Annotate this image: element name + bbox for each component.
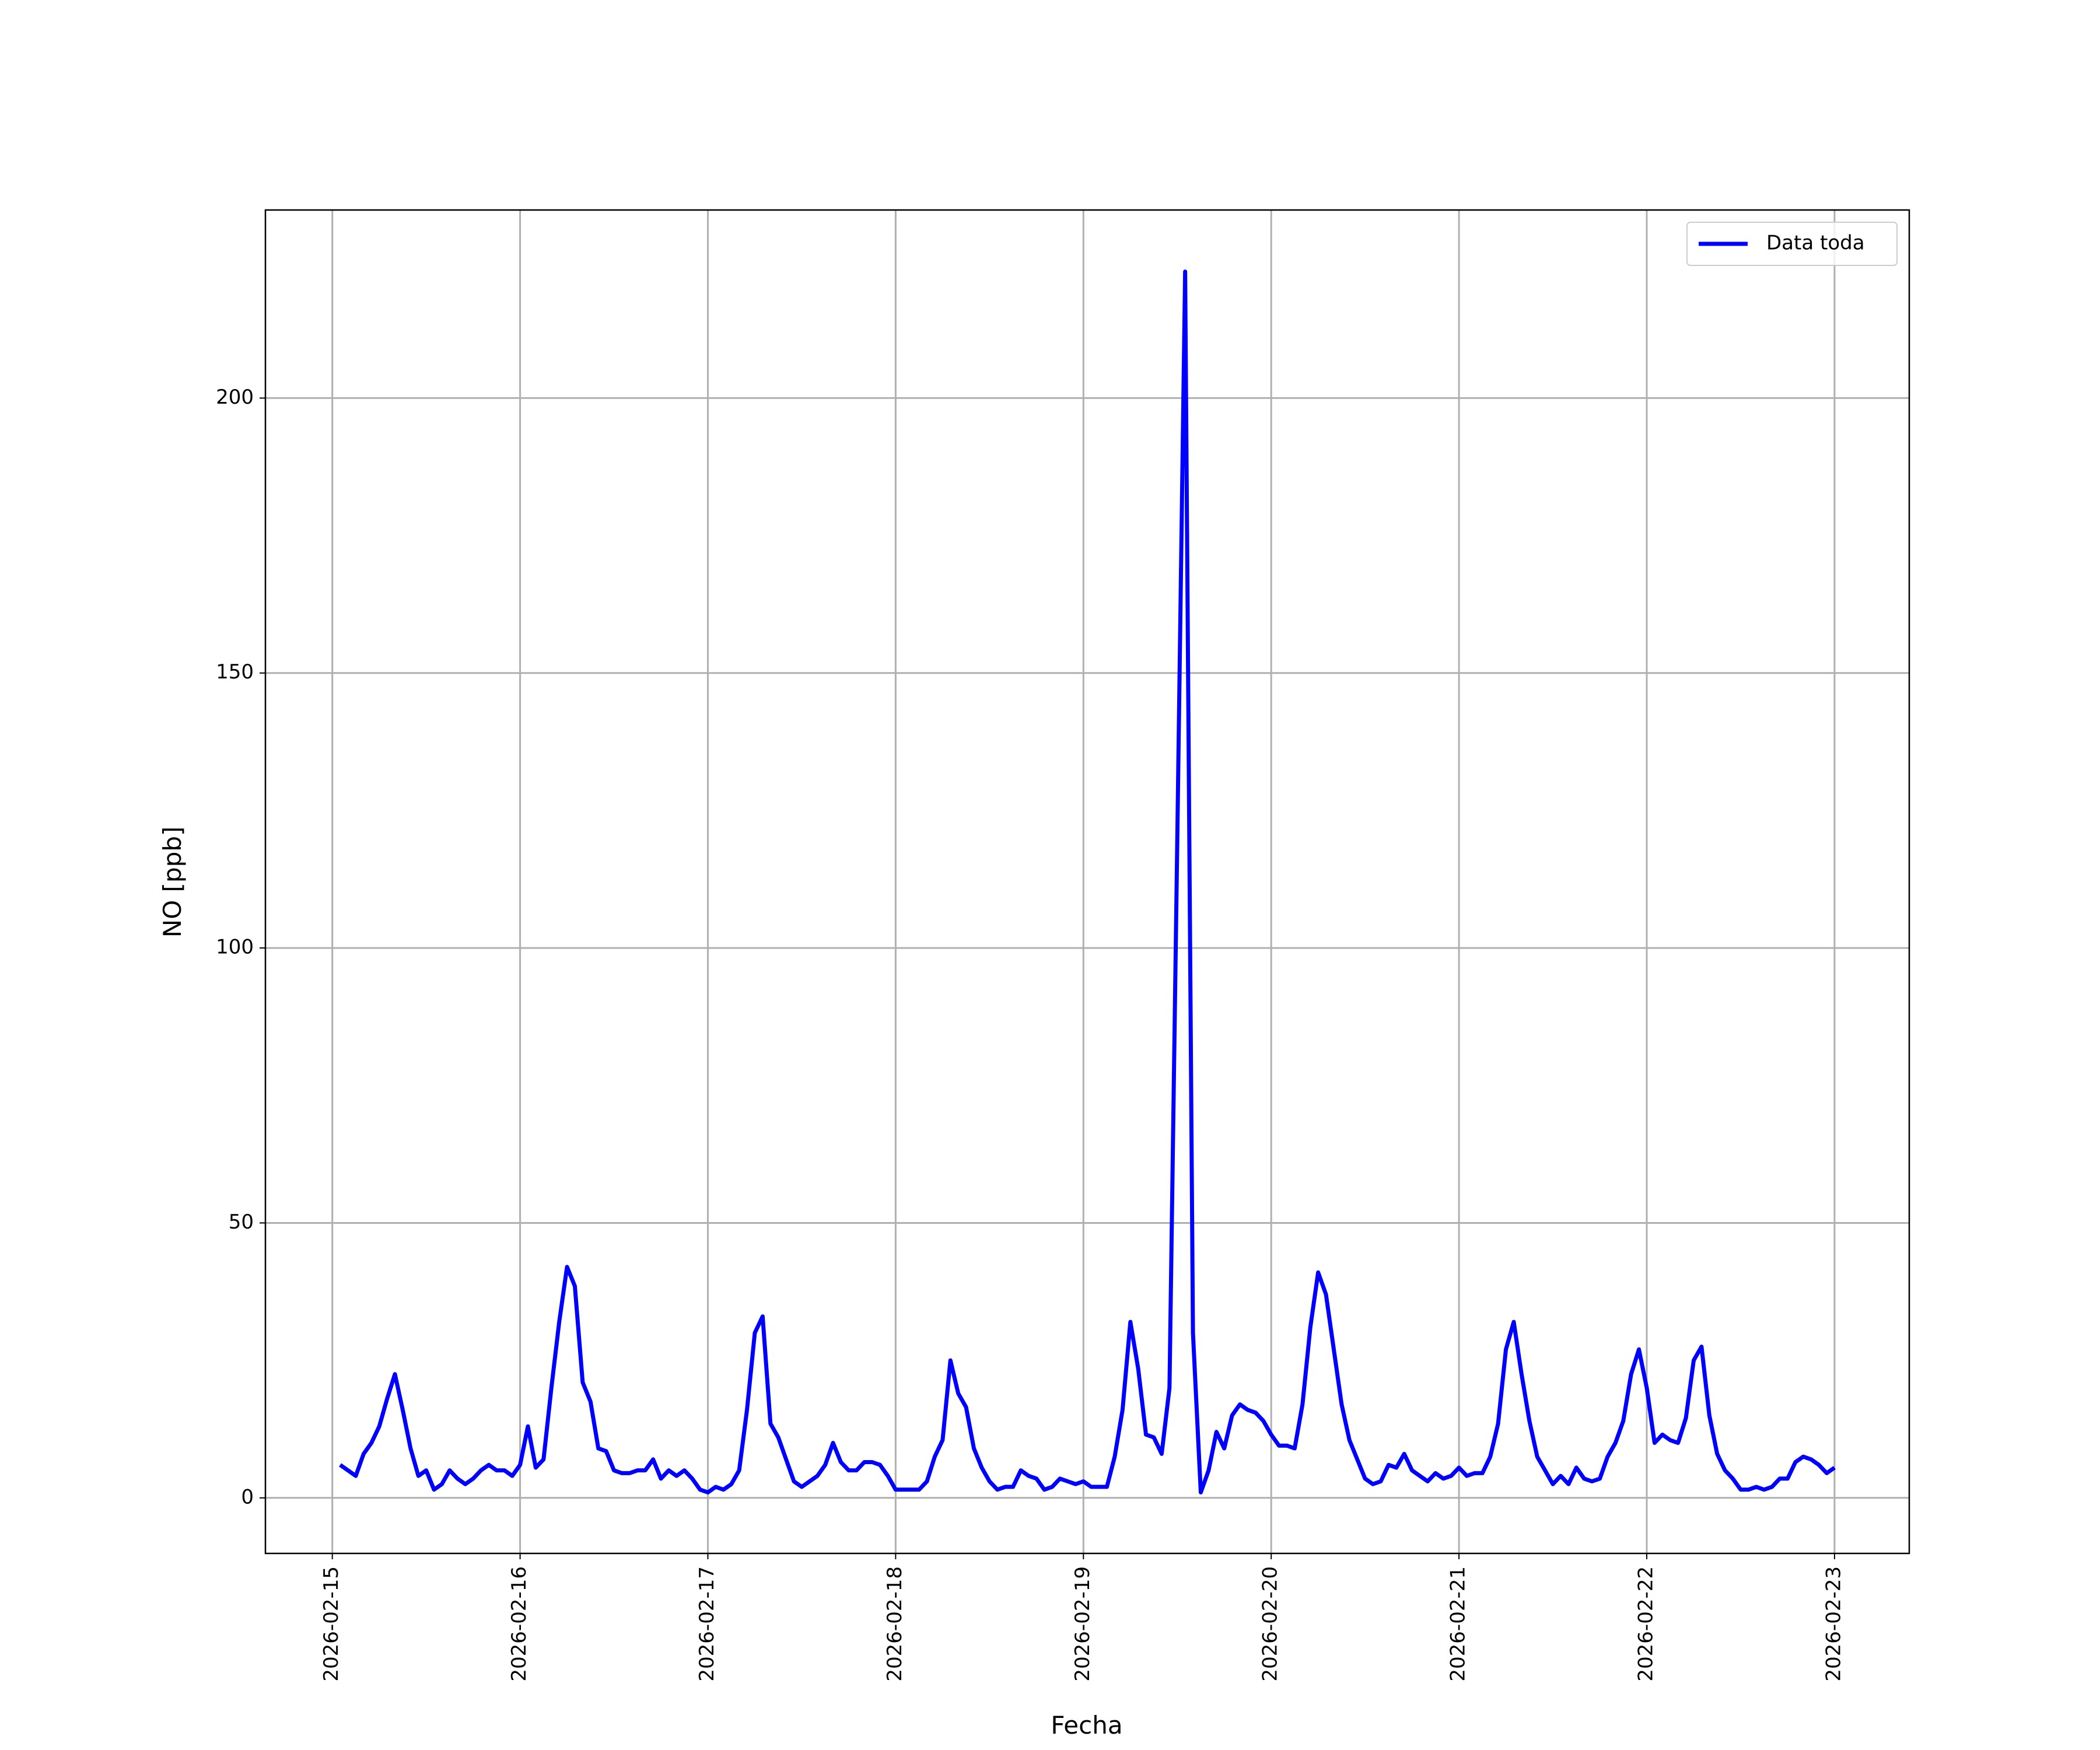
y-tick-label: 0 [241, 1485, 254, 1508]
x-tick-label: 2026-02-23 [1822, 1566, 1845, 1682]
x-tick-label: 2026-02-17 [695, 1566, 719, 1682]
x-tick-label: 2026-02-18 [883, 1566, 907, 1682]
x-tick-label: 2026-02-22 [1634, 1566, 1658, 1682]
data-line [339, 270, 1836, 1494]
y-axis-label: NO [ppb] [158, 827, 187, 938]
legend-label: Data toda [1766, 232, 1865, 255]
y-tick-label: 100 [216, 936, 254, 959]
y-tick-label: 50 [229, 1210, 254, 1234]
plot-frame [264, 209, 1910, 1555]
y-tick-label: 200 [216, 386, 254, 409]
legend-box [1686, 222, 1898, 266]
x-tick-label: 2026-02-19 [1071, 1566, 1094, 1682]
x-tick-label: 2026-02-21 [1447, 1566, 1470, 1682]
x-tick-label: 2026-02-16 [508, 1566, 531, 1682]
x-tick-label: 2026-02-15 [320, 1566, 343, 1682]
x-axis-label: Fecha [1051, 1711, 1122, 1740]
y-tick-label: 150 [216, 660, 254, 684]
x-tick-label: 2026-02-20 [1259, 1566, 1282, 1682]
